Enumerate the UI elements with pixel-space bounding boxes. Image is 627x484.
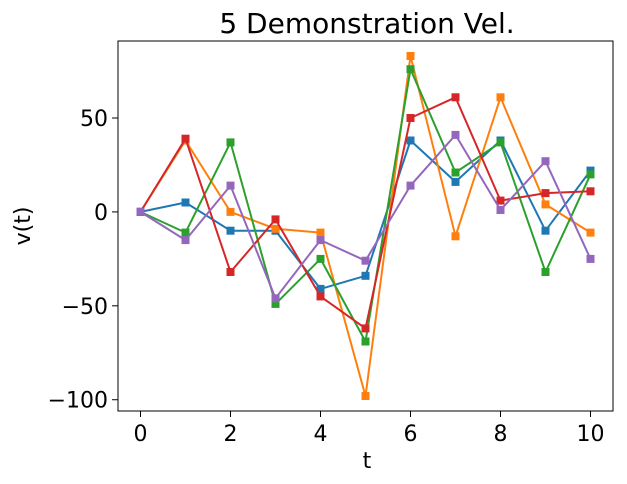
data-point <box>586 228 595 237</box>
data-point <box>316 292 325 301</box>
data-point <box>271 215 280 224</box>
data-point <box>541 157 550 166</box>
y-tick-label: 50 <box>80 107 108 132</box>
plot-area <box>117 40 614 412</box>
series-4 <box>136 93 595 333</box>
data-point <box>226 207 235 216</box>
data-point <box>496 206 505 214</box>
data-point <box>406 181 415 190</box>
data-point <box>136 207 145 216</box>
data-point <box>541 226 550 235</box>
data-point <box>181 228 190 237</box>
data-point <box>361 392 370 400</box>
data-point <box>181 198 190 207</box>
x-axis: 0 2 4 6 8 10 <box>134 411 605 447</box>
data-point <box>451 168 460 177</box>
data-point <box>496 196 505 205</box>
data-point <box>451 232 460 241</box>
data-point <box>271 299 280 308</box>
data-point <box>181 134 190 143</box>
data-point <box>451 177 460 186</box>
data-point <box>496 138 505 147</box>
data-point <box>181 236 190 245</box>
y-tick-label: −50 <box>62 295 108 320</box>
x-axis-label: t <box>363 449 372 474</box>
y-tick-label: 0 <box>94 201 108 226</box>
data-point <box>496 93 505 102</box>
data-point <box>541 268 550 276</box>
data-point <box>361 271 370 280</box>
data-point <box>226 181 235 190</box>
data-point <box>406 136 415 145</box>
data-point <box>541 189 550 198</box>
chart-title: 5 Demonstration Vel. <box>219 7 514 40</box>
data-point <box>226 226 235 235</box>
series-layer <box>136 52 595 400</box>
data-point <box>541 200 550 209</box>
x-tick-label: 10 <box>577 422 605 447</box>
data-point <box>316 254 325 263</box>
data-point <box>316 284 325 293</box>
data-point <box>271 294 280 303</box>
x-tick-label: 2 <box>224 422 238 447</box>
x-tick-label: 6 <box>404 422 418 447</box>
data-point <box>316 236 325 245</box>
y-tick-label: −100 <box>48 389 108 414</box>
data-point <box>586 187 595 196</box>
data-point <box>406 65 415 74</box>
series-2 <box>136 52 595 400</box>
data-point <box>406 114 415 122</box>
data-point <box>226 138 235 147</box>
data-point <box>451 130 460 139</box>
data-point <box>586 254 595 263</box>
data-point <box>226 268 235 276</box>
data-point <box>361 324 370 333</box>
x-tick-label: 0 <box>134 422 148 447</box>
x-tick-label: 8 <box>494 422 508 447</box>
series-5 <box>136 130 595 303</box>
data-point <box>316 228 325 237</box>
data-point <box>406 52 415 60</box>
series-line <box>140 139 592 290</box>
data-point <box>271 224 280 233</box>
data-point <box>451 93 460 102</box>
y-axis: 50 0 −50 −100 <box>48 107 118 414</box>
x-tick-label: 4 <box>314 422 328 447</box>
y-axis-label: v(t) <box>11 207 36 246</box>
data-point <box>361 256 370 265</box>
data-point <box>586 170 595 179</box>
data-point <box>361 337 370 346</box>
series-3 <box>136 65 595 346</box>
